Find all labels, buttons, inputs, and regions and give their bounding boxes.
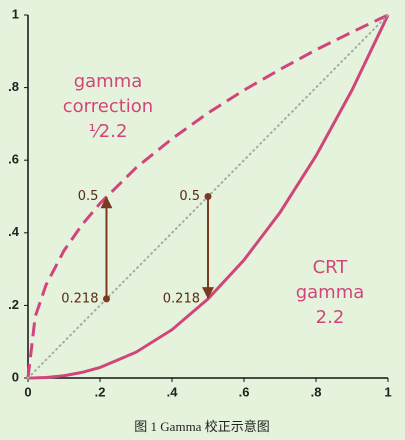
x-tick-label: .4: [167, 384, 179, 399]
y-tick-label: .4: [8, 224, 20, 239]
x-tick-label: 1: [384, 384, 391, 399]
curve-label: ¹⁄2.2: [89, 121, 128, 142]
annotation: 0.5: [78, 189, 99, 204]
curve-label: gamma: [296, 282, 365, 303]
series-line: [26, 13, 389, 379]
y-tick-label: .2: [8, 297, 19, 312]
annotation: 0.218: [61, 291, 98, 306]
curve-label: correction: [63, 96, 153, 117]
curve-label: 2.2: [316, 307, 345, 328]
curve-label: CRT: [313, 257, 349, 278]
point: [102, 295, 110, 303]
y-tick-label: .8: [8, 79, 19, 94]
annotation: 0.5: [179, 189, 200, 204]
y-tick-label: 0: [12, 369, 19, 384]
series-line: [27, 14, 390, 380]
x-tick-label: .8: [311, 384, 322, 399]
x-tick-label: .6: [239, 384, 250, 399]
annotation: 0.218: [163, 291, 200, 306]
x-tick-label: .2: [95, 384, 106, 399]
curve-label: gamma: [74, 71, 143, 92]
y-tick-label: 1: [12, 6, 19, 21]
series-line: [27, 14, 389, 379]
point: [204, 193, 212, 200]
caption: 图 1 Gamma 校正示意图: [134, 419, 269, 434]
y-tick-label: .6: [8, 152, 19, 167]
x-tick-label: 0: [24, 384, 31, 399]
